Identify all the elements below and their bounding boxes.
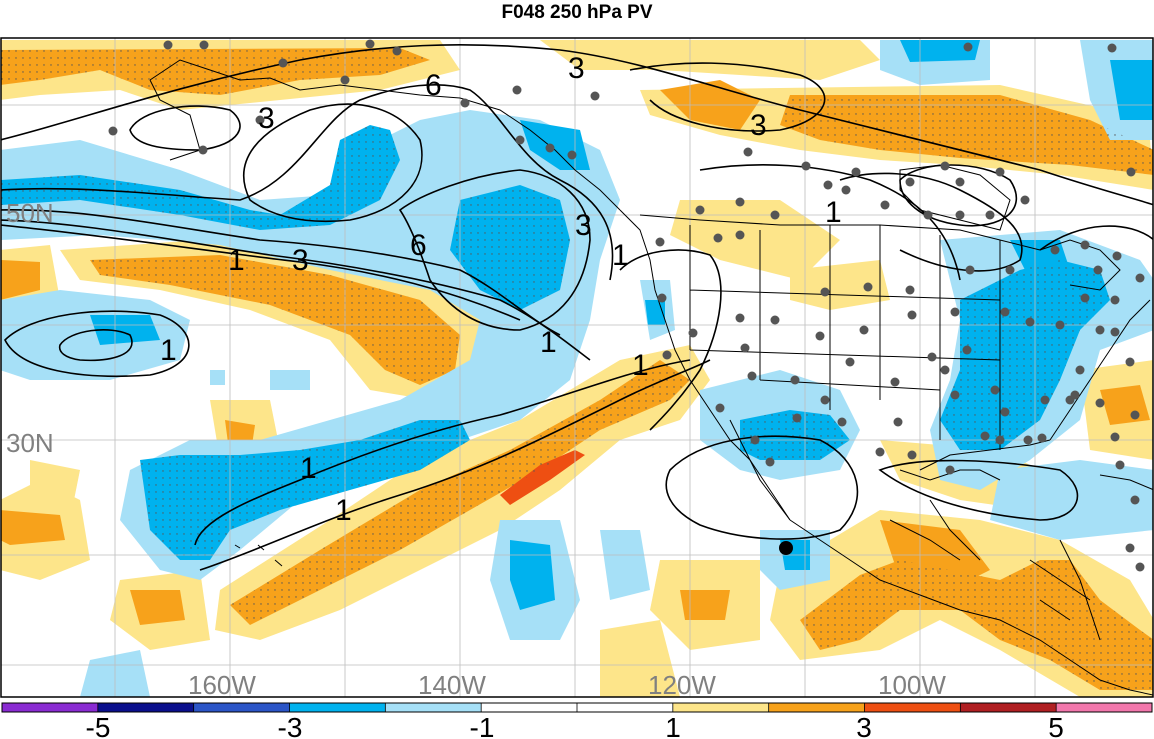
colorbar-swatch: [385, 703, 482, 712]
svg-text:3: 3: [568, 52, 585, 85]
colorbar-tick-label: -3: [278, 712, 303, 739]
contour-labels: 3 6 3 6 3 3 1 1 3 6 1 1 1 1 1 1: [160, 52, 842, 527]
svg-text:3: 3: [292, 244, 309, 277]
svg-text:1: 1: [160, 334, 177, 367]
svg-text:1: 1: [632, 349, 649, 382]
svg-text:1: 1: [228, 244, 245, 277]
colorbar-swatch: [768, 703, 865, 712]
colorbar: [1, 702, 1153, 713]
svg-text:3: 3: [575, 209, 592, 242]
colorbar-swatch: [2, 703, 99, 712]
highlight-marker: [779, 541, 793, 555]
colorbar-tick-label: 1: [665, 712, 681, 739]
svg-text:1: 1: [300, 452, 317, 485]
colorbar-swatch: [289, 703, 386, 712]
colorbar-swatch: [864, 703, 961, 712]
lon-labels: 160W 140W 120W 100W: [188, 670, 946, 700]
coastlines-borders: [149, 59, 1153, 696]
pv-positive-strong-fill: [500, 450, 585, 505]
colorbar-tick-label: 3: [856, 712, 872, 739]
lat-labels: 50N 30N: [6, 198, 54, 458]
colorbar-swatch: [577, 703, 674, 712]
colorbar-swatch: [1056, 703, 1153, 712]
chart-title: F048 250 hPa PV: [501, 2, 653, 23]
lon-label-100w: 100W: [878, 670, 946, 700]
svg-text:6: 6: [410, 229, 427, 262]
colorbar-swatch: [193, 703, 290, 712]
svg-text:1: 1: [825, 196, 842, 229]
svg-text:6: 6: [425, 69, 442, 102]
lon-label-140w: 140W: [418, 670, 486, 700]
lon-label-160w: 160W: [188, 670, 256, 700]
pv-contours: [1, 43, 1153, 571]
svg-text:3: 3: [750, 109, 767, 142]
colorbar-swatch: [960, 703, 1057, 712]
svg-text:1: 1: [540, 326, 557, 359]
colorbar-swatch: [672, 703, 770, 712]
colorbar-tick-label: -5: [86, 712, 111, 739]
lat-label-30n: 30N: [6, 428, 54, 458]
svg-text:1: 1: [612, 239, 629, 272]
colorbar-tick-label: 5: [1048, 712, 1064, 739]
colorbar-ticks: -5 -3 -1 1 3 5: [86, 712, 1064, 739]
colorbar-swatch: [481, 703, 578, 712]
map-frame: [0, 37, 1154, 698]
svg-text:3: 3: [258, 102, 275, 135]
station-markers: [108, 39, 1145, 572]
colorbar-swatch: [97, 703, 195, 712]
lon-label-120w: 120W: [648, 670, 716, 700]
colorbar-tick-label: -1: [470, 712, 495, 739]
svg-text:1: 1: [335, 494, 352, 527]
lat-label-50n: 50N: [6, 198, 54, 228]
